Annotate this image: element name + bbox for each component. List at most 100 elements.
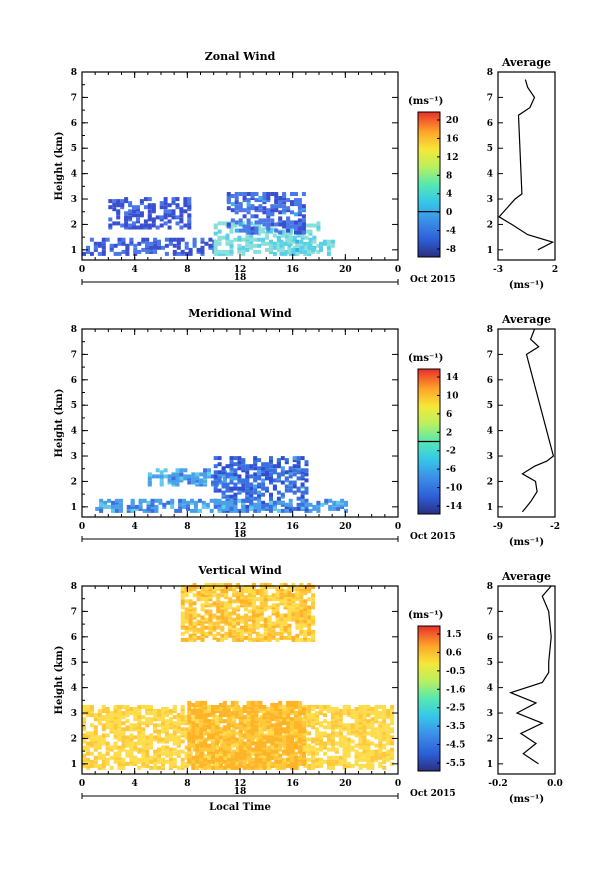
heatmap-cell <box>294 711 298 716</box>
heatmap-cell <box>326 759 331 764</box>
heatmap-cell <box>366 743 371 748</box>
heatmap-cell <box>297 707 302 711</box>
y-tick-label: 8 <box>71 582 77 592</box>
heatmap-cell <box>258 218 263 223</box>
heatmap-cell <box>266 226 271 231</box>
heatmap-cell <box>236 621 241 626</box>
heatmap-cell <box>221 500 226 505</box>
x-tick-label: 4 <box>132 779 138 789</box>
heatmap-cell <box>229 249 234 254</box>
heatmap-cell <box>212 625 217 630</box>
heatmap-cell <box>303 241 308 246</box>
heatmap-cell <box>290 220 294 225</box>
heatmap-cell <box>180 717 185 722</box>
heatmap-cell <box>299 637 304 642</box>
heatmap-cell <box>253 496 258 501</box>
heatmap-cell <box>251 587 256 592</box>
heatmap-cell <box>307 597 312 602</box>
heatmap-cell <box>370 763 375 768</box>
heatmap-cell <box>192 715 197 720</box>
heatmap-cell <box>109 723 114 728</box>
heatmap-cell <box>287 629 292 634</box>
heatmap-cell <box>167 474 172 479</box>
heatmap-cell <box>107 504 111 509</box>
heatmap-cell <box>196 627 201 632</box>
heatmap-cell <box>269 239 273 244</box>
heatmap-cell <box>342 723 347 728</box>
heatmap-cell <box>286 206 291 211</box>
heatmap-cell <box>187 719 192 724</box>
heatmap-cell <box>147 476 152 481</box>
heatmap-cell <box>224 583 229 587</box>
heatmap-cell <box>295 239 300 244</box>
x-axis-label: Local Time <box>209 802 271 813</box>
heatmap-cell <box>291 617 296 622</box>
heatmap-cell <box>126 508 131 513</box>
x-tick-label: 4 <box>132 522 138 532</box>
heatmap-cell <box>93 713 98 718</box>
heatmap-cell <box>299 239 304 244</box>
heatmap-cell <box>199 747 204 752</box>
heatmap-cell <box>244 717 248 722</box>
heatmap-cell <box>228 599 233 604</box>
colorbar-tick-label: -4 <box>446 227 456 237</box>
heatmap-cell <box>171 472 176 477</box>
heatmap-cell <box>237 480 242 485</box>
heatmap-cell <box>225 494 230 499</box>
heatmap-cell <box>180 585 185 589</box>
heatmap-cell <box>350 729 355 734</box>
avg-y-tick-label: 3 <box>487 452 493 462</box>
heatmap-cell <box>279 595 284 600</box>
heatmap-cell <box>141 731 146 736</box>
heatmap-cell <box>291 583 296 587</box>
heatmap-cell <box>172 721 177 726</box>
heatmap-cell <box>224 593 229 598</box>
heatmap-cell <box>280 470 285 475</box>
heatmap-cell <box>283 601 288 606</box>
heatmap-cell <box>117 749 122 754</box>
heatmap-cell <box>203 727 208 732</box>
heatmap-cell <box>287 585 292 589</box>
heatmap-cell <box>244 627 248 632</box>
heatmap-cell <box>299 599 304 604</box>
heatmap-cell <box>245 508 250 513</box>
heatmap-cell <box>143 205 148 210</box>
heatmap-cell <box>272 245 277 250</box>
heatmap-cell <box>203 468 208 473</box>
heatmap-cell <box>274 192 279 196</box>
heatmap-cell <box>246 737 251 742</box>
heatmap-cell <box>386 723 391 728</box>
heatmap-cell <box>213 231 218 236</box>
heatmap-cell <box>270 707 275 711</box>
heatmap-cell <box>304 468 309 473</box>
heatmap-cell <box>244 629 248 634</box>
heatmap-cell <box>247 615 252 620</box>
heatmap-cell <box>259 623 264 628</box>
heatmap-cell <box>201 500 206 505</box>
heatmap-cell <box>184 715 189 720</box>
heatmap-cell <box>274 715 279 720</box>
heatmap-cell <box>300 235 305 240</box>
heatmap-cell <box>238 204 243 209</box>
heatmap-cell <box>278 715 283 720</box>
heatmap-cell <box>304 472 309 477</box>
heatmap-cell <box>326 747 331 752</box>
avg-y-tick-label: 6 <box>487 376 493 386</box>
heatmap-cell <box>338 709 343 713</box>
heatmap-cell <box>304 498 309 503</box>
heatmap-cell <box>296 476 301 481</box>
heatmap-cell <box>167 209 172 214</box>
date-label: Oct 2015 <box>410 789 456 799</box>
heatmap-cell <box>116 221 121 226</box>
heatmap-cell <box>307 749 312 754</box>
heatmap-cell <box>282 222 287 227</box>
heatmap-cell <box>216 605 221 610</box>
heatmap-cell <box>143 223 148 228</box>
heatmap-cell <box>307 705 312 709</box>
heatmap-cell <box>311 721 316 726</box>
heatmap-cell <box>218 717 223 722</box>
heatmap-cell <box>216 587 221 592</box>
heatmap-cell <box>184 637 189 642</box>
heatmap-cell <box>290 749 294 754</box>
heatmap-cell <box>125 705 130 709</box>
